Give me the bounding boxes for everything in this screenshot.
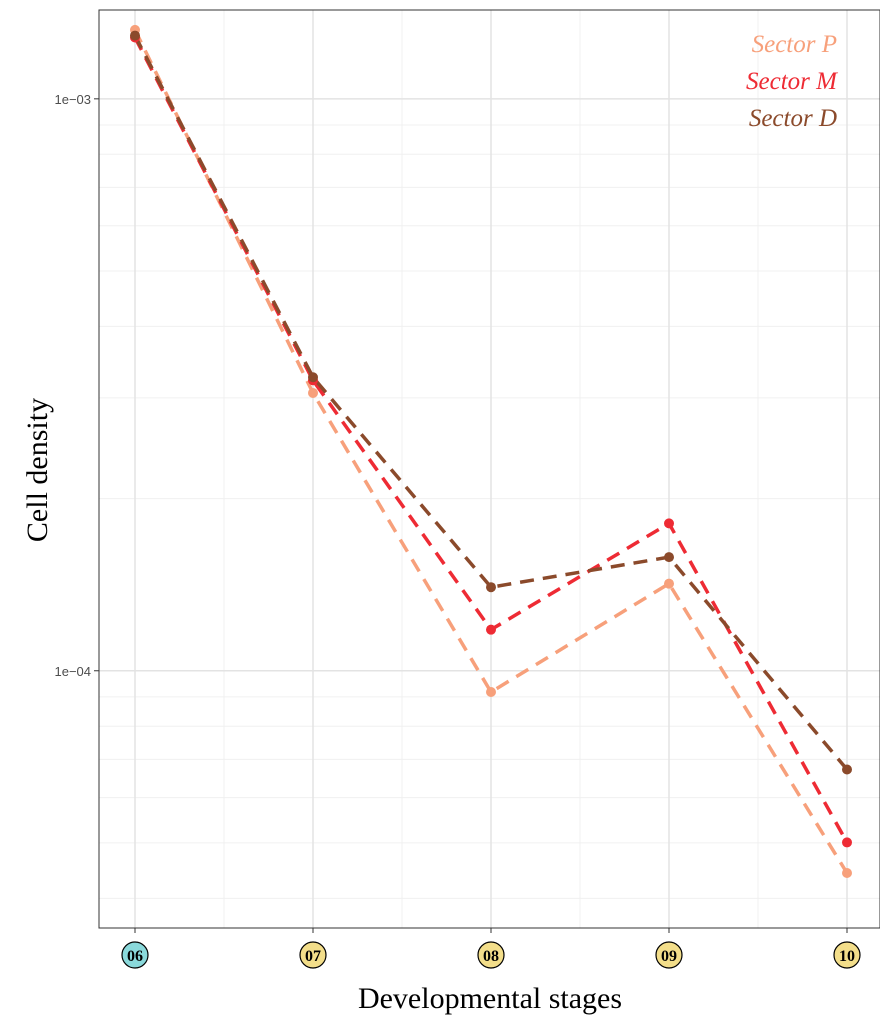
legend-entry: Sector D: [749, 105, 837, 132]
y-tick-label: 1e−04: [54, 664, 91, 679]
y-axis-ticks: 1e−03 1e−04: [54, 92, 99, 679]
x-axis-ticks: 06 07 08 09 10: [121, 928, 861, 969]
series-points: [130, 24, 852, 878]
x-tick-label: 06: [127, 948, 143, 965]
stage-badge-06: 06: [121, 941, 149, 969]
minor-gridlines: [99, 10, 880, 928]
x-tick-label: 08: [483, 948, 499, 965]
legend-entry: Sector M: [746, 68, 838, 95]
stage-badge-circle: [121, 941, 149, 969]
x-tick-label: 09: [661, 948, 677, 965]
data-point: [486, 687, 496, 698]
data-point: [664, 518, 674, 529]
data-point: [664, 552, 674, 563]
stage-badge-10: 10: [833, 941, 861, 969]
data-point: [308, 387, 318, 398]
data-point: [308, 372, 318, 383]
legend-entry: Sector P: [752, 31, 837, 58]
stage-badge-circle: [299, 941, 327, 969]
x-tick-label: 10: [839, 948, 855, 965]
stage-badge-circle: [833, 941, 861, 969]
stage-badge-circle: [655, 941, 683, 969]
x-axis-title: Developmental stages: [358, 982, 622, 1015]
stage-badge-circle: [477, 941, 505, 969]
data-point: [130, 30, 140, 41]
stage-badge-09: 09: [655, 941, 683, 969]
data-point: [842, 867, 852, 878]
series-line-sector-d: [133, 34, 849, 771]
major-gridlines: [99, 10, 880, 928]
y-tick-label: 1e−03: [54, 92, 91, 107]
data-point: [842, 837, 852, 848]
data-point: [842, 764, 852, 775]
stage-badge-07: 07: [299, 941, 327, 969]
x-tick-label: 07: [305, 948, 321, 965]
plot-panel-border: [98, 9, 880, 929]
stage-badge-08: 08: [477, 941, 505, 969]
data-point: [486, 624, 496, 635]
legend: Sector P Sector M Sector D: [746, 31, 838, 132]
data-point: [486, 582, 496, 593]
data-point: [664, 578, 674, 589]
y-axis-title: Cell density: [21, 398, 54, 542]
